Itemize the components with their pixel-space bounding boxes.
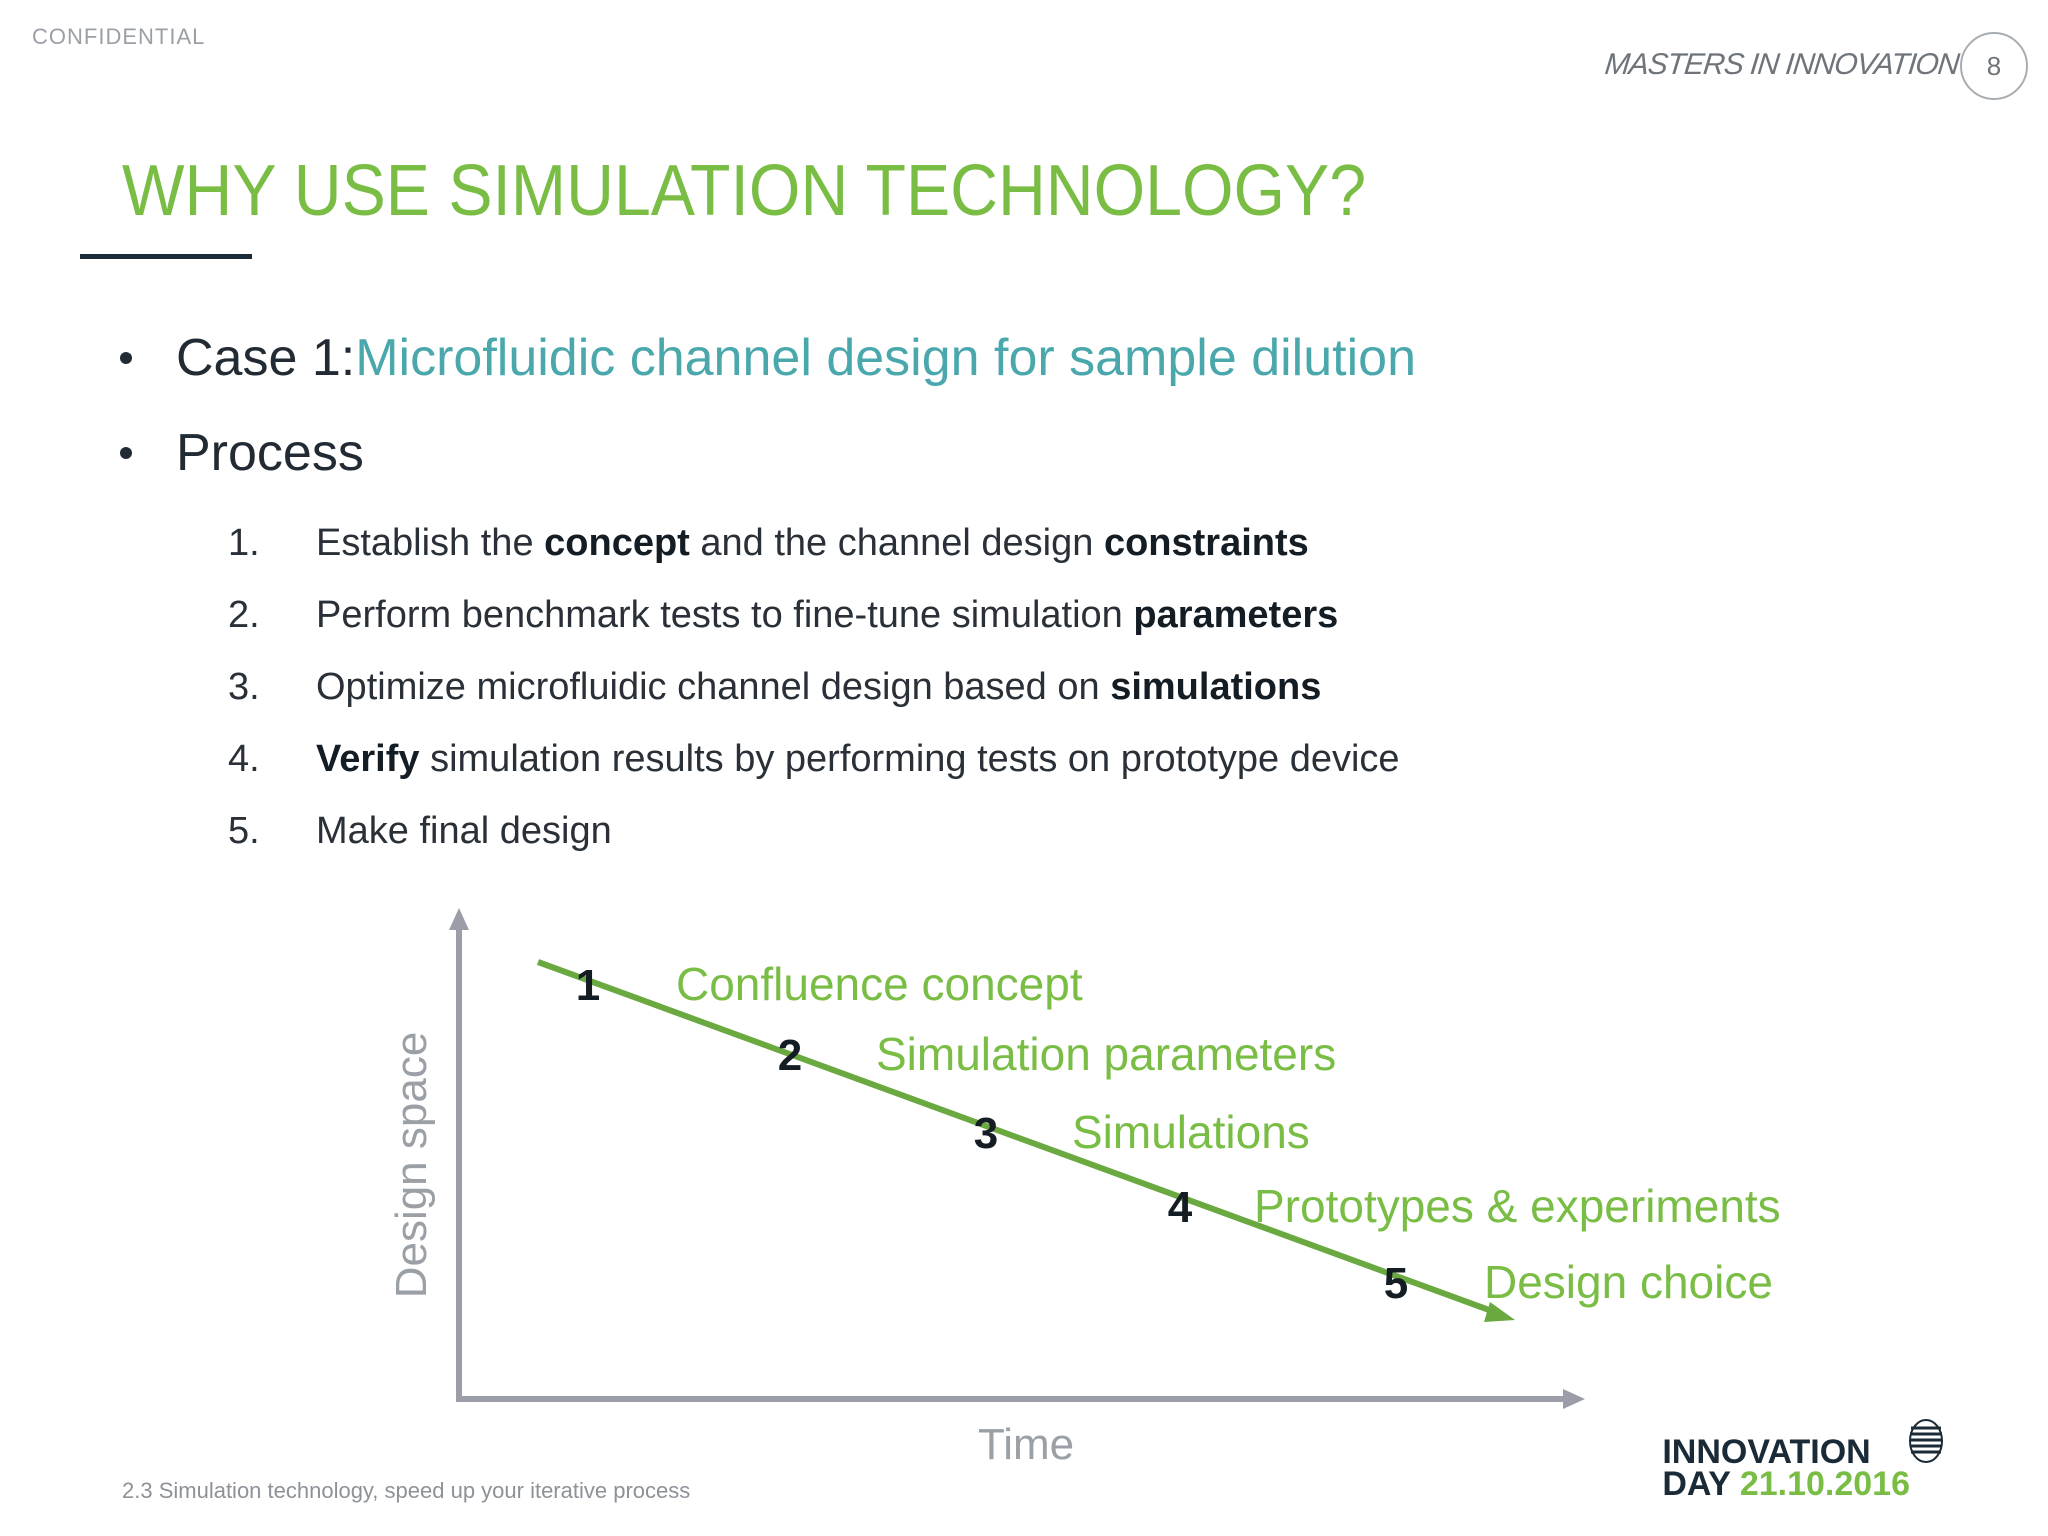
- milestone-number-4: 4: [1168, 1183, 1193, 1232]
- process-step-4: 4. Verify simulation results by performin…: [228, 738, 1400, 781]
- page-number-text: 8: [1986, 50, 2002, 81]
- step-text-part: Perform benchmark tests to fine-tune sim…: [316, 594, 1134, 636]
- step-keyword: Verify: [316, 738, 420, 780]
- step-number: 2.: [228, 594, 260, 636]
- x-axis-label: Time: [978, 1420, 1075, 1469]
- step-number: 1.: [228, 522, 260, 564]
- title-underline: [80, 254, 252, 259]
- milestone-number-3: 3: [974, 1109, 998, 1158]
- step-text: Establish the concept and the channel de…: [316, 522, 1309, 565]
- process-step-5: 5. Make final design: [228, 810, 612, 853]
- logo-line2: DAY 21.10.2016: [1662, 1465, 1910, 1503]
- milestone-number-2: 2: [778, 1031, 802, 1080]
- logo-line1: INNOVATION: [1662, 1433, 1871, 1471]
- slide-title: WHY USE SIMULATION TECHNOLOGY?: [122, 151, 1367, 231]
- step-text-part: Establish the: [316, 522, 545, 564]
- x-axis-arrow-icon: [1563, 1389, 1585, 1409]
- globe-icon: [1909, 1419, 1943, 1463]
- bullet-dot: [120, 447, 132, 459]
- logo-day: DAY: [1662, 1465, 1731, 1503]
- milestone-label-2: Simulation parameters: [876, 1028, 1336, 1080]
- step-keyword: concept: [544, 522, 690, 564]
- step-text: Optimize microfluidic channel design bas…: [316, 666, 1321, 709]
- milestone-label-1: Confluence concept: [676, 958, 1083, 1010]
- logo-date: 21.10.2016: [1739, 1465, 1910, 1503]
- step-keyword: constraints: [1103, 522, 1309, 564]
- step-text-part: simulation results by performing tests o…: [419, 738, 1400, 780]
- step-keyword: parameters: [1133, 594, 1339, 636]
- milestone-number-1: 1: [576, 961, 600, 1010]
- bullet-case-accent: Microfluidic channel design for sample d…: [355, 329, 1416, 387]
- milestone-number-5: 5: [1384, 1259, 1408, 1308]
- step-text: Make final design: [316, 810, 612, 853]
- milestone-label-5: Design choice: [1484, 1256, 1773, 1308]
- milestone-label-3: Simulations: [1072, 1106, 1310, 1158]
- trend-arrow-icon: [1484, 1302, 1515, 1322]
- step-number: 3.: [228, 666, 260, 708]
- bullet-case-prefix: Case 1:: [176, 329, 356, 387]
- bullet-process: Process: [120, 423, 364, 483]
- bullet-case: Case 1: Microfluidic channel design for …: [120, 328, 1416, 388]
- milestones: 1 Confluence concept 2 Simulation parameter…: [576, 958, 1781, 1308]
- process-step-2: 2. Perform benchmark tests to fine-tune s…: [228, 594, 1338, 637]
- footer-text: 2.3 Simulation technology, speed up your…: [122, 1478, 691, 1503]
- confidential-label: CONFIDENTIAL: [32, 24, 206, 49]
- y-axis-arrow-icon: [449, 908, 469, 930]
- step-number: 5.: [228, 810, 260, 852]
- step-text-part: and the channel design: [689, 522, 1104, 564]
- page-number: 8: [1960, 32, 2028, 100]
- innovation-day-logo: INNOVATION DAY 21.10.2016: [1662, 1433, 1910, 1503]
- bullet-process-text: Process: [176, 424, 364, 482]
- step-number: 4.: [228, 738, 260, 780]
- step-keyword: simulations: [1110, 666, 1322, 708]
- milestone-label-4: Prototypes & experiments: [1254, 1180, 1781, 1232]
- step-text: Verify simulation results by performing …: [316, 738, 1400, 781]
- step-text: Perform benchmark tests to fine-tune sim…: [316, 594, 1338, 637]
- y-axis-label: Design space: [387, 1031, 436, 1299]
- bullet-dot: [120, 352, 132, 364]
- process-step-1: 1. Establish the concept and the channel …: [228, 522, 1309, 565]
- trend-line: [536, 959, 1502, 1317]
- process-step-3: 3. Optimize microfluidic channel design b…: [228, 666, 1321, 709]
- step-text-part: Make final design: [316, 810, 612, 852]
- step-text-part: Optimize microfluidic channel design bas…: [316, 666, 1111, 708]
